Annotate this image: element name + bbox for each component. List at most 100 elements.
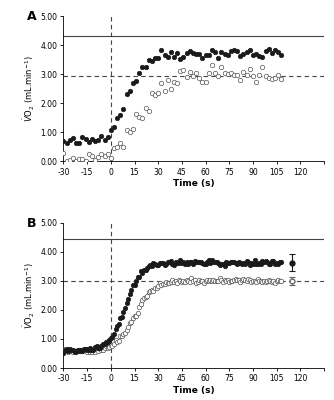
Point	[187, 258, 192, 265]
Point	[254, 50, 259, 57]
Y-axis label: $\dot{V}$O$_2$ (mL.min$^{-1}$): $\dot{V}$O$_2$ (mL.min$^{-1}$)	[22, 262, 37, 328]
Point	[255, 276, 260, 282]
Point	[159, 79, 164, 86]
Point	[171, 262, 177, 268]
Point	[149, 58, 155, 64]
Point	[80, 134, 85, 140]
Point	[115, 114, 120, 121]
Point	[217, 262, 222, 268]
Point	[201, 260, 207, 267]
Point	[181, 54, 186, 60]
Point	[222, 263, 227, 269]
Point	[200, 54, 205, 61]
Point	[86, 151, 92, 158]
Point	[83, 158, 88, 165]
Point	[236, 259, 241, 266]
Point	[193, 280, 199, 286]
Point	[115, 144, 120, 150]
Point	[244, 257, 249, 264]
Point	[80, 348, 85, 354]
Point	[247, 66, 253, 72]
Point	[260, 54, 265, 60]
Point	[65, 348, 71, 355]
Point	[102, 137, 107, 144]
Point	[197, 75, 202, 81]
Point	[75, 347, 80, 353]
Point	[214, 259, 219, 266]
Point	[197, 277, 202, 284]
Point	[192, 258, 197, 264]
Point	[133, 111, 139, 117]
Point	[152, 55, 158, 62]
Point	[277, 278, 283, 285]
Point	[140, 64, 145, 70]
Point	[211, 277, 216, 283]
Point	[173, 278, 178, 284]
Point	[225, 52, 230, 58]
Point	[234, 47, 240, 54]
Point	[67, 137, 72, 144]
Point	[143, 266, 148, 273]
Point	[86, 347, 92, 354]
Point	[108, 334, 114, 341]
Point	[132, 313, 137, 320]
Point	[151, 260, 156, 266]
Point	[257, 71, 262, 78]
Point	[237, 52, 243, 59]
Point	[104, 342, 109, 349]
Point	[148, 288, 153, 294]
Point	[72, 348, 77, 354]
Point	[208, 277, 213, 283]
Point	[65, 348, 71, 354]
Point	[263, 48, 268, 54]
Point	[255, 260, 260, 267]
Point	[143, 64, 148, 70]
Point	[184, 74, 189, 81]
Point	[170, 261, 175, 268]
Point	[127, 88, 133, 94]
Point	[64, 347, 69, 354]
Point	[81, 346, 87, 352]
Point	[197, 259, 202, 266]
Point	[279, 52, 284, 58]
Point	[231, 259, 237, 265]
Point	[118, 332, 123, 339]
Point	[89, 136, 95, 142]
Point	[67, 156, 72, 163]
Point	[108, 154, 114, 161]
Point	[195, 278, 200, 285]
Point	[126, 295, 131, 302]
Point	[171, 279, 177, 285]
Point	[266, 75, 272, 81]
Point	[72, 348, 77, 355]
Point	[178, 257, 183, 263]
Point	[110, 334, 115, 341]
Point	[138, 268, 144, 274]
Point	[154, 262, 159, 268]
Point	[244, 49, 249, 56]
Point	[163, 279, 169, 285]
Point	[140, 296, 145, 303]
Point	[127, 290, 133, 297]
Point	[215, 278, 221, 284]
Point	[124, 90, 129, 97]
Point	[105, 151, 110, 158]
Point	[70, 347, 75, 353]
Point	[137, 304, 142, 310]
Point	[257, 260, 262, 266]
Point	[130, 281, 136, 288]
Point	[265, 278, 270, 284]
Point	[121, 331, 126, 337]
Point	[269, 76, 275, 82]
Point	[250, 72, 256, 79]
Point	[168, 48, 173, 55]
Point	[215, 55, 221, 62]
Point	[233, 260, 238, 266]
Point	[252, 257, 257, 263]
Point	[193, 258, 199, 265]
Point	[118, 315, 123, 321]
Point	[244, 71, 249, 78]
Point	[85, 347, 90, 353]
Point	[156, 90, 161, 96]
Point	[100, 341, 106, 348]
